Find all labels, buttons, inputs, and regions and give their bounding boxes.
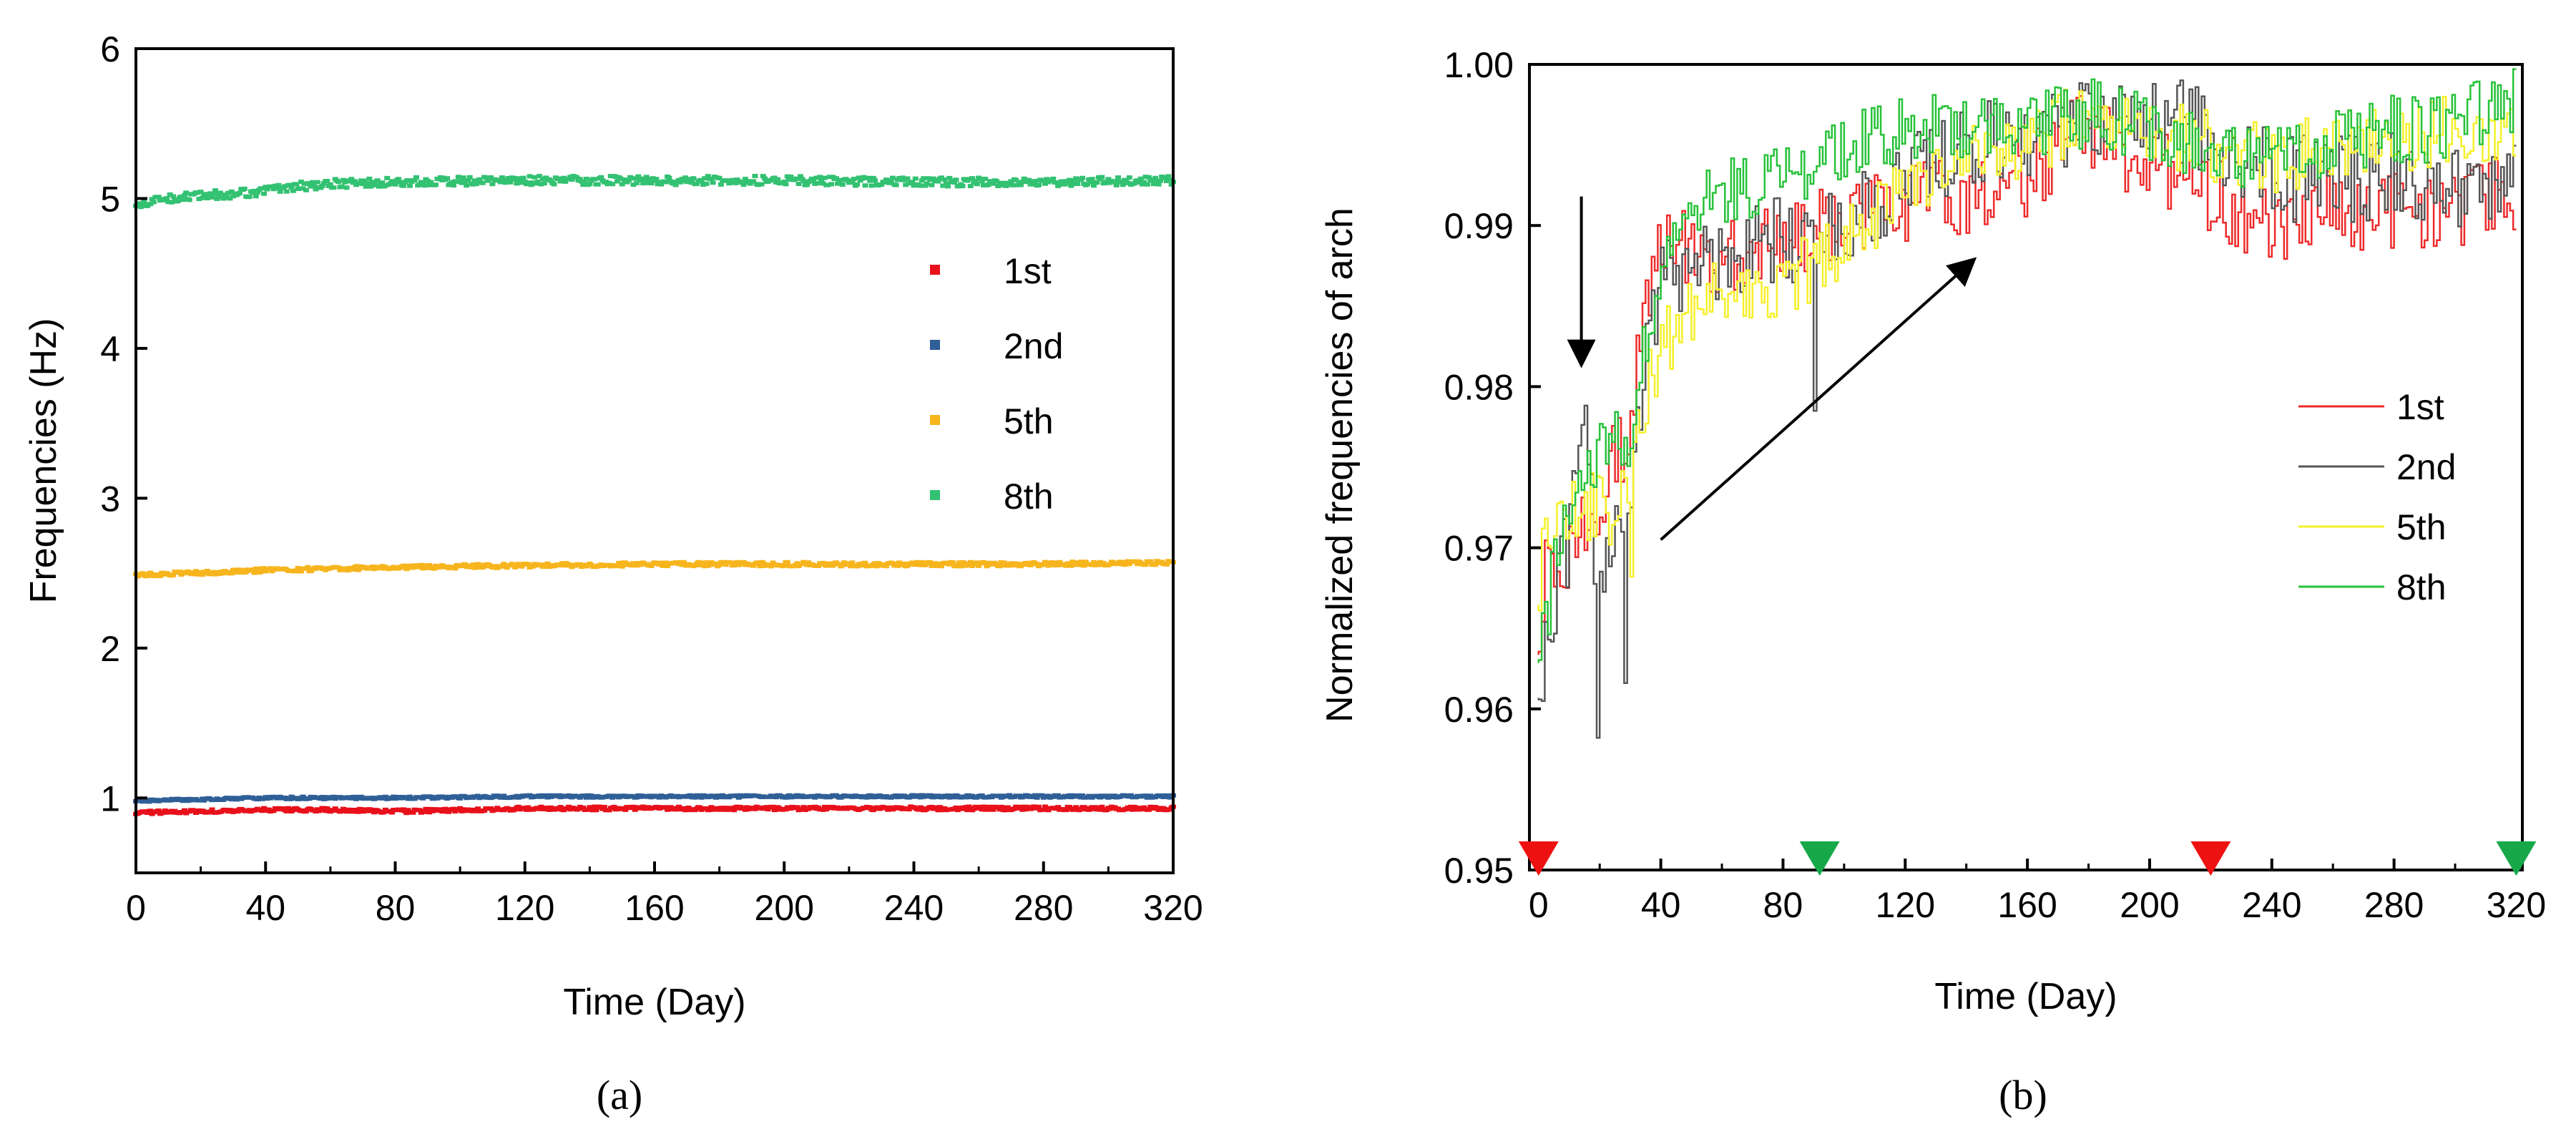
legend-label-1st: 1st	[1004, 251, 1052, 291]
series-1st	[1537, 95, 2517, 655]
y-axis-label: Frequencies (Hz)	[23, 318, 64, 604]
trend-arrow	[1660, 257, 1977, 541]
x-tick-label: 80	[1763, 885, 1803, 925]
x-tick-label: 200	[755, 888, 814, 928]
legend-label-2nd: 2nd	[2396, 447, 2456, 487]
y-tick-label: 4	[100, 329, 120, 369]
legend-marker-1st	[930, 265, 940, 275]
legend-label-1st: 1st	[2396, 387, 2444, 427]
legend-marker-8th	[930, 490, 940, 500]
x-tick-label: 0	[126, 888, 146, 928]
y-tick-label: 0.95	[1444, 851, 1514, 891]
x-tick-label: 0	[1529, 885, 1549, 925]
x-tick-label: 160	[1997, 885, 2057, 925]
y-axis-label: Normalized frequencies of arch	[1319, 207, 1361, 723]
event-marker-triangle	[1518, 841, 1559, 876]
x-axis-label: Time (Day)	[563, 982, 745, 1023]
y-tick-label: 1.00	[1444, 45, 1514, 85]
event-marker-triangle	[2496, 841, 2537, 876]
series-lines-b	[1537, 68, 2517, 739]
legend-label-8th: 8th	[2396, 567, 2447, 607]
x-tick-label: 40	[1641, 885, 1681, 925]
plot-area-a	[133, 174, 1176, 816]
caption-a: (a)	[597, 1072, 642, 1118]
legend-label-8th: 8th	[1004, 476, 1054, 517]
x-tick-label: 280	[1014, 888, 1073, 928]
caption-b: (b)	[1999, 1072, 2047, 1118]
y-tick-label: 5	[100, 179, 120, 219]
x-tick-label: 40	[245, 888, 285, 928]
series-8th	[1537, 68, 2517, 663]
y-tick-label: 2	[100, 629, 120, 669]
x-axis-label: Time (Day)	[1934, 976, 2117, 1017]
annotations-b	[1518, 196, 2537, 876]
y-tick-label: 0.96	[1444, 690, 1514, 730]
x-tick-label: 320	[2487, 885, 2546, 925]
x-tick-label: 240	[2242, 885, 2301, 925]
plot-area-b	[1537, 68, 2517, 739]
y-tick-label: 0.99	[1444, 206, 1514, 246]
x-tick-label: 200	[2120, 885, 2179, 925]
x-tick-label: 80	[376, 888, 416, 928]
event-marker-triangle	[1799, 841, 1840, 876]
legend-label-2nd: 2nd	[1004, 326, 1063, 366]
x-tick-label: 280	[2364, 885, 2424, 925]
x-tick-label: 240	[884, 888, 944, 928]
y-tick-label: 0.97	[1444, 529, 1514, 569]
plot-frame-b	[1528, 63, 2524, 871]
x-tick-label: 160	[625, 888, 684, 928]
x-tick-label: 320	[1143, 888, 1203, 928]
y-tick-label: 6	[100, 29, 120, 69]
y-tick-label: 3	[100, 479, 120, 519]
y-tick-label: 0.98	[1444, 367, 1514, 407]
legend-b: 1st 2nd 5th 8th	[2298, 387, 2456, 607]
panel-b: 0.95 0.96 0.97 0.98 0.99 1.00 0 40 80 120 160 200 2…	[1319, 45, 2546, 1017]
event-marker-triangle	[2190, 841, 2231, 876]
legend-a: 1st 2nd 5th 8th	[930, 251, 1063, 517]
legend-marker-2nd	[930, 340, 940, 350]
panel-a: 1 2 3 4 5 6 0 40 80 120 160 200 240 280 320 Time (Day…	[23, 29, 1203, 1023]
legend-label-5th: 5th	[2396, 507, 2447, 547]
y-tick-label: 1	[100, 778, 120, 818]
x-tick-label: 120	[1876, 885, 1935, 925]
legend-label-5th: 5th	[1004, 401, 1054, 441]
x-tick-label: 120	[495, 888, 554, 928]
legend-marker-5th	[930, 415, 940, 425]
